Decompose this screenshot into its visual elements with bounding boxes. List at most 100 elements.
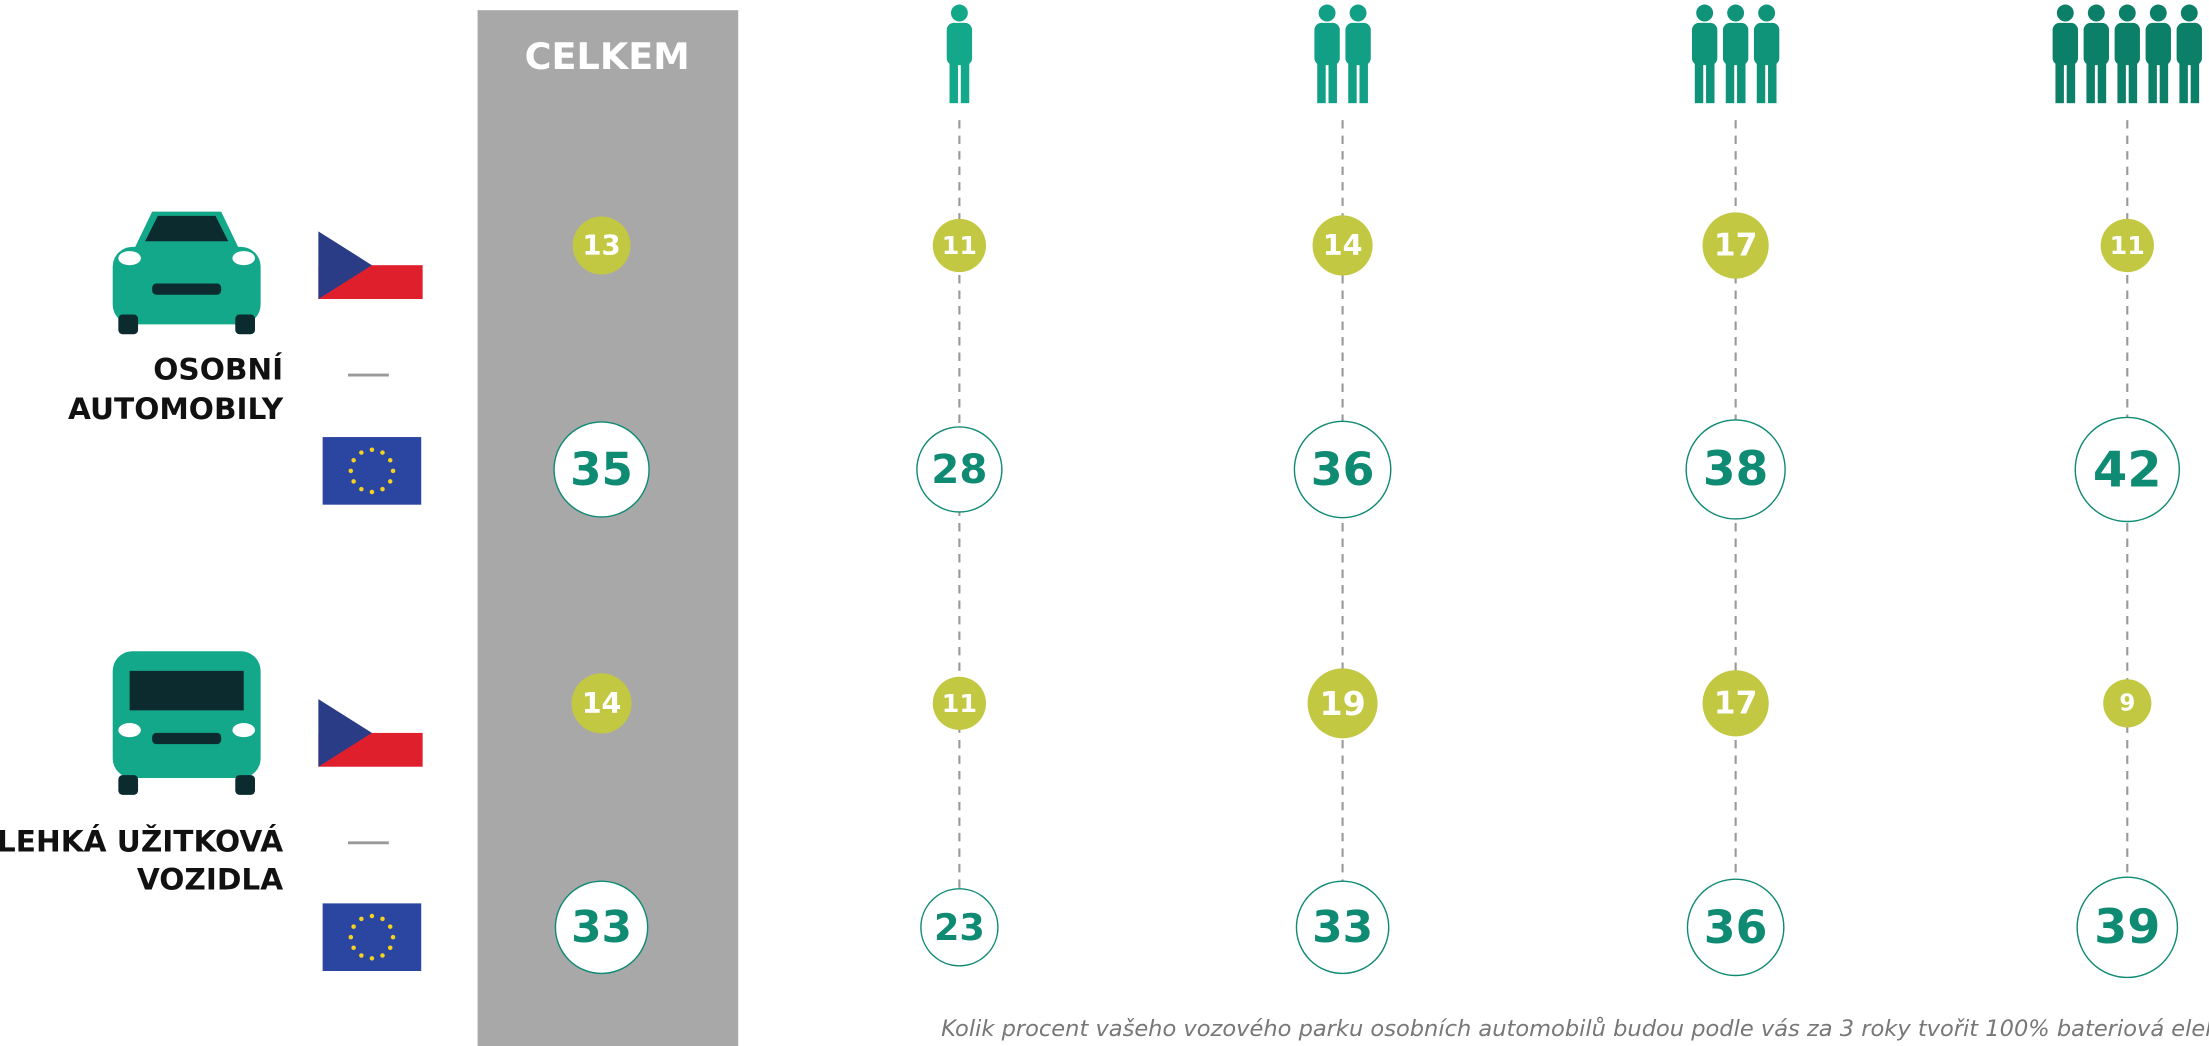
windshield [129, 670, 244, 711]
group-label: AUTOMOBILY [68, 392, 284, 426]
value-bubble [2076, 876, 2179, 979]
leg [1756, 62, 1766, 104]
value-bubble [920, 888, 999, 967]
star [359, 916, 364, 922]
group-label: LEHKÁ UŽITKOVÁ [0, 823, 283, 858]
value-bubble [932, 676, 987, 730]
van-icon [112, 651, 261, 795]
value-bubble [1295, 880, 1390, 975]
leg [2128, 62, 2138, 104]
leg [1317, 62, 1326, 104]
wheel [235, 775, 255, 795]
star [359, 486, 364, 492]
person-icon [2052, 4, 2078, 104]
head [2056, 4, 2074, 22]
body [112, 651, 261, 778]
star [348, 468, 354, 474]
windshield [145, 215, 229, 242]
value-label: 23 [934, 906, 985, 949]
torso [946, 22, 973, 66]
flag-blue [318, 699, 372, 767]
star [369, 447, 375, 452]
value-bubble [571, 673, 632, 734]
car-icon [112, 211, 261, 335]
torso [1314, 22, 1340, 66]
person-icon [1314, 4, 1340, 104]
value-label: 38 [1703, 442, 1768, 497]
value-label: 17 [1714, 685, 1758, 721]
star [359, 450, 364, 455]
value-bubble [572, 216, 631, 275]
leg [949, 62, 958, 104]
head [2149, 4, 2167, 22]
star [348, 934, 354, 940]
head [950, 4, 968, 22]
value-label: 17 [1714, 227, 1758, 263]
value-label: 39 [2094, 900, 2160, 955]
flag-eu [322, 437, 422, 505]
leg [1694, 62, 1704, 104]
lamp [118, 723, 141, 738]
value-label: 13 [582, 229, 620, 261]
flag-blue [318, 231, 372, 300]
leg [1706, 62, 1715, 104]
lamp [118, 251, 141, 266]
star [390, 468, 396, 474]
value-label: 28 [931, 446, 987, 493]
leg [2179, 62, 2188, 104]
value-label: 36 [1704, 901, 1768, 954]
value-bubble [1307, 668, 1378, 739]
star [380, 953, 385, 958]
value-label: 35 [570, 443, 633, 496]
star [351, 924, 356, 929]
head [2118, 4, 2136, 22]
value-bubble [2103, 679, 2152, 728]
torso [1753, 22, 1780, 66]
star [387, 924, 393, 929]
value-bubble [1312, 215, 1373, 276]
leg [2117, 62, 2126, 104]
person-icon [2114, 4, 2140, 104]
head [1696, 4, 1714, 22]
leg [960, 62, 970, 104]
value-bubble [2100, 218, 2154, 273]
value-label: 14 [1323, 229, 1363, 262]
person-icon [1691, 4, 1718, 104]
star [369, 956, 375, 961]
person-icon [1345, 4, 1371, 104]
flag-eu [322, 903, 422, 971]
leg [2159, 62, 2169, 104]
value-label: 42 [2093, 440, 2162, 498]
footnote: Kolik procent vašeho vozového parku osob… [941, 1015, 2209, 1042]
torso [1722, 22, 1749, 66]
head [1758, 4, 1776, 22]
total-header: CELKEM [525, 35, 690, 78]
leg [1359, 62, 1368, 104]
leg [2055, 62, 2064, 104]
value-label: 9 [2119, 690, 2135, 716]
star [387, 945, 393, 951]
star [390, 934, 396, 940]
value-label: 19 [1319, 684, 1365, 723]
group-label: VOZIDLA [137, 862, 283, 896]
person-icon [2145, 4, 2171, 104]
star [351, 458, 356, 463]
leg [2190, 62, 2200, 104]
value-label: 11 [942, 689, 977, 718]
value-label: 11 [2110, 231, 2145, 260]
value-bubble [932, 218, 987, 273]
grille [152, 283, 222, 295]
value-label: 36 [1311, 443, 1375, 496]
lamp [232, 251, 255, 266]
total-column [477, 10, 739, 1046]
head [2087, 4, 2105, 22]
value-label: 33 [1312, 902, 1373, 953]
leg [2148, 62, 2157, 104]
group-label: OSOBNÍ [153, 351, 283, 386]
value-label: 11 [942, 231, 977, 260]
value-bubble [916, 426, 1003, 513]
person-icon [2083, 4, 2109, 104]
star [369, 489, 375, 495]
